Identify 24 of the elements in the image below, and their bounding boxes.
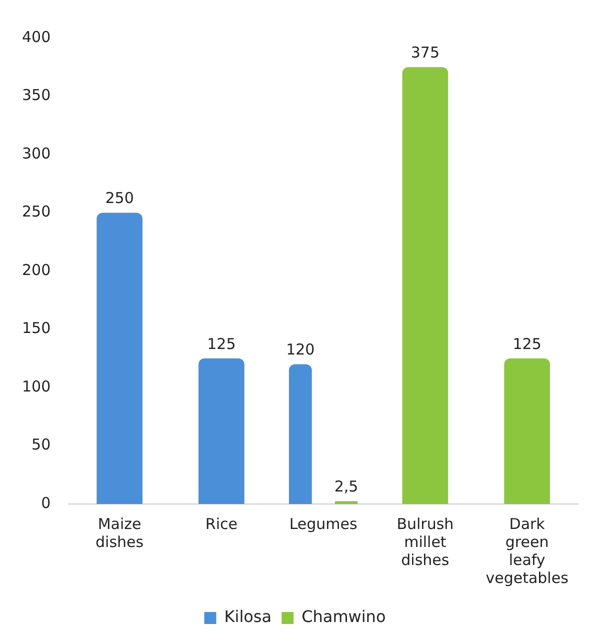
legend-label: Kilosa: [224, 607, 272, 626]
y-tick-label: 150: [22, 319, 51, 338]
legend-label: Chamwino: [302, 607, 386, 626]
data-label: 120: [286, 340, 315, 359]
y-tick-label: 100: [22, 377, 51, 396]
y-tick-label: 0: [41, 494, 51, 512]
x-tick-label: Rice: [205, 514, 238, 533]
x-tick-label: Legumes: [289, 514, 358, 533]
data-label: 2,5: [334, 477, 358, 496]
y-tick-label: 300: [22, 144, 51, 162]
bar: [96, 212, 142, 504]
x-tick-label: Maize dishes: [96, 514, 144, 551]
y-tick-label: 200: [22, 260, 51, 279]
data-label: 250: [105, 189, 134, 208]
data-label: 125: [512, 334, 542, 353]
x-tick-label: Dark green leafy vegetables: [486, 514, 569, 587]
y-tick-label: 400: [22, 28, 51, 46]
y-tick-label: 350: [22, 86, 51, 104]
x-tick-label: Bulrush millet dishes: [396, 514, 454, 569]
y-tick-label: 250: [22, 202, 51, 221]
data-label: 125: [207, 334, 236, 353]
y-tick-label: 50: [32, 436, 51, 454]
bar: [504, 358, 550, 504]
data-label: 375: [410, 44, 440, 62]
